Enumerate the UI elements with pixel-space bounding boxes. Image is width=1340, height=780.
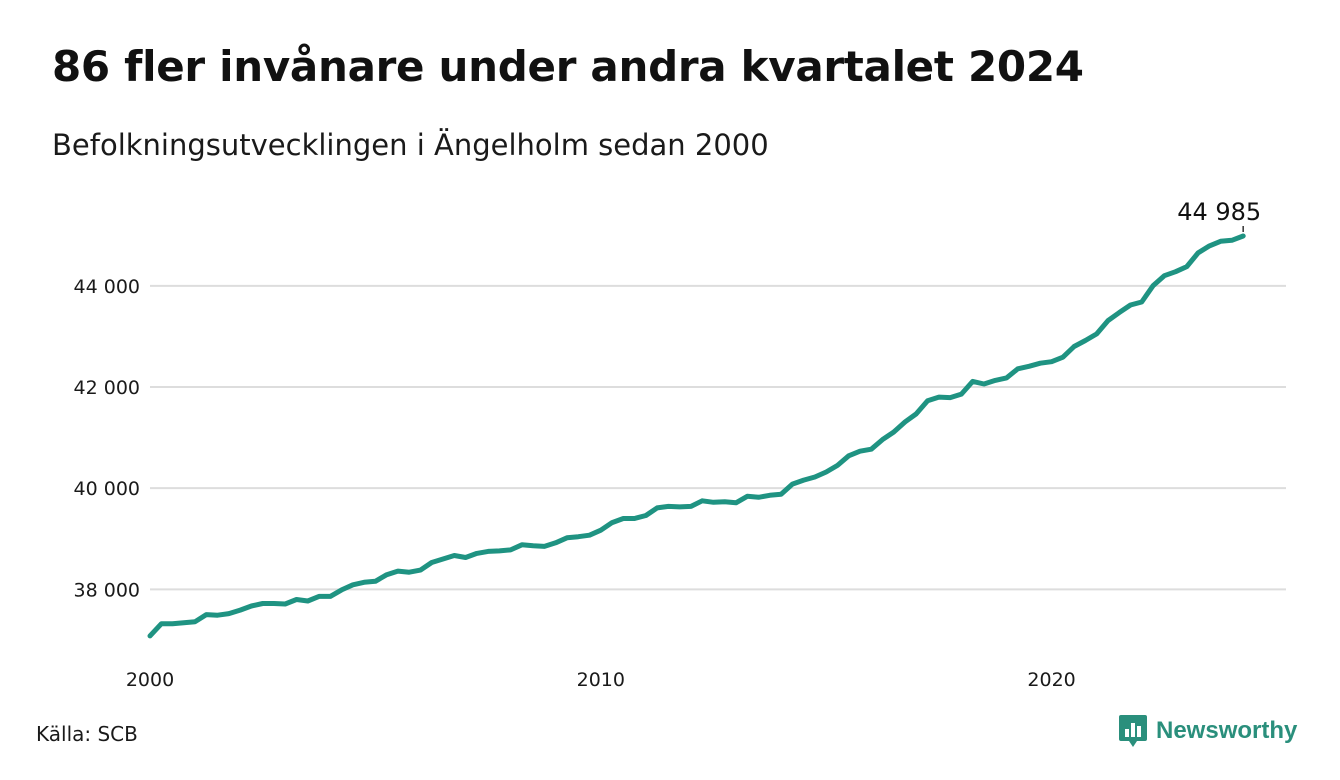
- bar-chart-speech-bubble-icon: [1119, 715, 1147, 747]
- x-tick-label: 2020: [1027, 669, 1075, 691]
- brand-name: Newsworthy: [1156, 717, 1298, 744]
- brand-logo: Newsworthy: [1118, 714, 1297, 748]
- y-tick-label: 44 000: [74, 276, 140, 298]
- end-value-label: 44 985: [1177, 198, 1261, 226]
- chart-title: 86 fler invånare under andra kvartalet 2…: [52, 42, 1084, 91]
- y-tick-label: 40 000: [74, 478, 140, 500]
- source-note: Källa: SCB: [36, 722, 138, 746]
- series-line: [147, 233, 1246, 639]
- y-tick-label: 42 000: [74, 377, 140, 399]
- x-tick-label: 2000: [126, 669, 174, 691]
- chart-subtitle: Befolkningsutvecklingen i Ängelholm seda…: [52, 128, 769, 162]
- y-tick-label: 38 000: [74, 579, 140, 601]
- x-tick-label: 2010: [577, 669, 625, 691]
